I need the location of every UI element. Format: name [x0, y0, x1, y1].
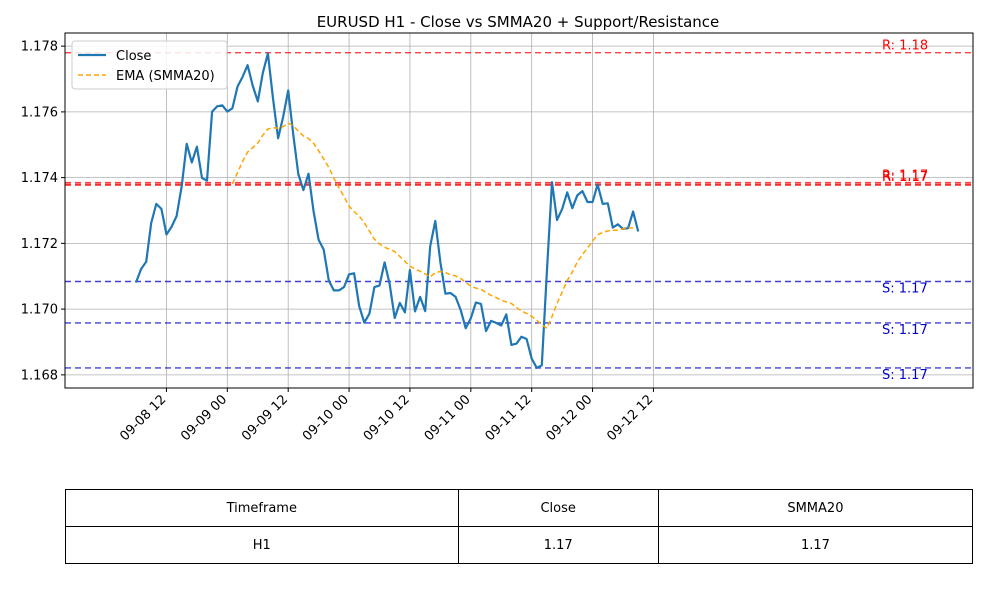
legend-close-label: Close — [116, 49, 151, 64]
x-axis: 09-08 12 09-09 00 09-09 12 09-10 00 09-10 12… — [117, 388, 656, 444]
y-tick-label: 1.172 — [21, 237, 58, 252]
chart-title: EURUSD H1 - Close vs SMMA20 + Support/Re… — [317, 13, 720, 31]
resistance-label: R: 1.17 — [882, 170, 928, 185]
legend-smma-label: EMA (SMMA20) — [116, 69, 215, 84]
header-timeframe: Timeframe — [65, 489, 459, 527]
y-tick-label: 1.168 — [21, 368, 58, 383]
support-label: S: 1.17 — [882, 323, 928, 338]
cell-close: 1.17 — [457, 526, 659, 564]
header-close: Close — [457, 489, 659, 527]
y-tick-label: 1.170 — [21, 303, 58, 318]
support-label: S: 1.17 — [882, 282, 928, 297]
resistance-label: R: 1.17 — [882, 169, 928, 184]
close-line — [134, 52, 640, 369]
grid — [65, 33, 973, 388]
x-tick-label: 09-08 12 — [117, 392, 169, 444]
resistance-label: R: 1.18 — [882, 39, 928, 54]
x-tick-label: 09-10 12 — [361, 392, 413, 444]
y-axis: 1.168 1.170 1.172 1.174 1.176 1.178 — [21, 40, 65, 383]
table-row: H1 1.17 1.17 — [65, 526, 974, 564]
x-tick-label: 09-10 00 — [300, 392, 352, 444]
support-label: S: 1.17 — [882, 368, 928, 383]
cell-timeframe: H1 — [65, 526, 459, 564]
x-tick-label: 09-11 00 — [422, 392, 474, 444]
smma20-line — [231, 122, 634, 329]
legend: Close EMA (SMMA20) — [71, 40, 228, 90]
x-tick-label: 09-11 12 — [483, 392, 535, 444]
x-tick-label: 09-09 12 — [239, 392, 291, 444]
x-tick-label: 09-12 00 — [543, 392, 595, 444]
x-tick-label: 09-09 00 — [178, 392, 230, 444]
legend-box — [71, 40, 228, 90]
table-header-row: Timeframe Close SMMA20 — [65, 489, 974, 527]
y-tick-label: 1.176 — [21, 105, 58, 120]
series — [134, 52, 640, 369]
cell-smma20: 1.17 — [657, 526, 974, 564]
x-tick-label: 09-12 12 — [604, 392, 656, 444]
y-tick-label: 1.178 — [21, 40, 58, 55]
header-smma20: SMMA20 — [657, 489, 974, 527]
y-tick-label: 1.174 — [21, 171, 58, 186]
plot-frame — [64, 32, 974, 389]
summary-table: Timeframe Close SMMA20 H1 1.17 1.17 — [65, 489, 974, 564]
support-resistance-levels: R: 1.18R: 1.17R: 1.17S: 1.17S: 1.17S: 1.… — [65, 39, 973, 383]
